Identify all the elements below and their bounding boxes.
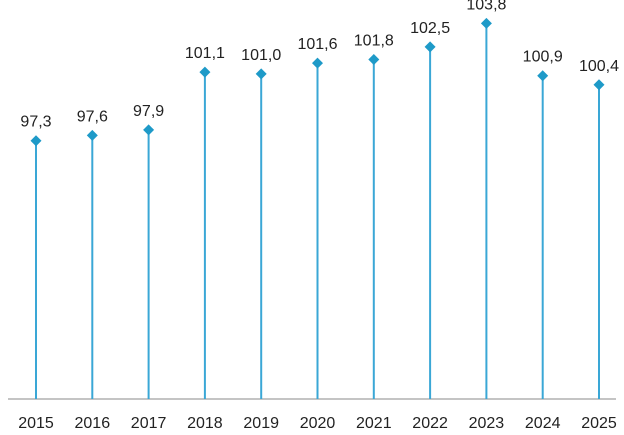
marker-2024 <box>537 70 549 82</box>
x-tick-label-2018: 2018 <box>187 415 223 432</box>
marker-2019 <box>255 68 267 80</box>
marker-2020 <box>312 57 323 69</box>
x-tick-label-2024: 2024 <box>525 415 561 432</box>
x-tick-label-2017: 2017 <box>131 415 167 432</box>
x-tick-label-2022: 2022 <box>412 415 448 432</box>
marker-2017 <box>143 124 155 136</box>
marker-2023 <box>480 17 492 29</box>
marker-2016 <box>86 129 98 141</box>
value-label-2021: 101,8 <box>354 32 394 49</box>
x-tick-label-2015: 2015 <box>18 415 54 432</box>
value-label-2025: 100,4 <box>579 58 619 75</box>
value-label-2024: 100,9 <box>523 49 563 66</box>
x-tick-label-2023: 2023 <box>469 415 505 432</box>
x-tick-label-2019: 2019 <box>243 415 279 432</box>
value-label-2015: 97,3 <box>20 114 51 131</box>
value-label-2020: 101,6 <box>297 36 337 53</box>
x-tick-label-2021: 2021 <box>356 415 392 432</box>
value-label-2022: 102,5 <box>410 20 450 37</box>
marker-2025 <box>593 79 605 91</box>
marker-2018 <box>199 66 211 78</box>
value-label-2016: 97,6 <box>77 108 108 125</box>
marker-2022 <box>424 41 436 53</box>
x-tick-label-2020: 2020 <box>300 415 336 432</box>
marker-2021 <box>368 53 380 65</box>
value-label-2019: 101,0 <box>241 47 281 64</box>
x-tick-label-2016: 2016 <box>75 415 111 432</box>
x-tick-label-2025: 2025 <box>581 415 617 432</box>
value-label-2023: 103,8 <box>466 0 506 13</box>
value-label-2018: 101,1 <box>185 45 225 62</box>
marker-2015 <box>30 135 42 147</box>
value-label-2017: 97,9 <box>133 103 164 120</box>
